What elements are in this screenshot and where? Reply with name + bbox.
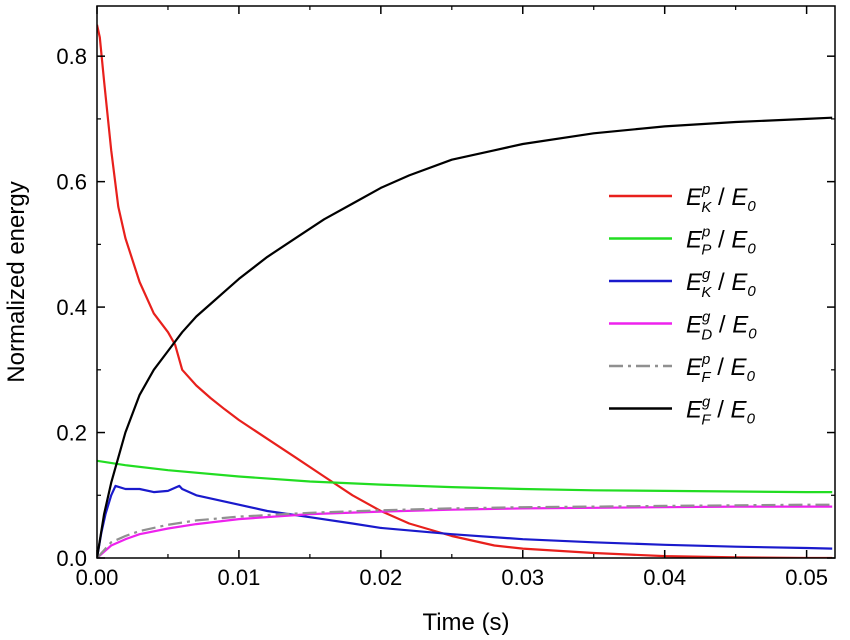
- y-tick-label: 0.8: [56, 44, 87, 69]
- x-tick-label: 0.00: [76, 565, 119, 590]
- series-line-5: [97, 503, 833, 558]
- series-line-2: [97, 459, 833, 494]
- y-tick-label: 0.4: [56, 295, 87, 320]
- series-lines: [97, 24, 833, 558]
- y-axis-title: Normalized energy: [3, 181, 30, 382]
- x-tick-label: 0.01: [218, 565, 261, 590]
- x-tick-label: 0.02: [359, 565, 402, 590]
- series-line-4: [97, 505, 833, 558]
- legend-label-6: Eg F / E0: [686, 394, 756, 429]
- legend-label-4: Eg D / E0: [686, 309, 757, 344]
- x-axis-title: Time (s): [422, 609, 509, 636]
- x-tick-label: 0.05: [785, 565, 828, 590]
- series-line-1: [97, 24, 833, 558]
- legend-label-3: Eg K / E0: [686, 266, 756, 301]
- x-tick-label: 0.03: [501, 565, 544, 590]
- x-tick-label: 0.04: [643, 565, 686, 590]
- legend-label-2: Ep P / E0: [686, 224, 756, 259]
- plot-frame: [96, 5, 836, 559]
- legend-label-5: Ep F / E0: [686, 351, 756, 386]
- legend-label-1: Ep K / E0: [686, 181, 756, 216]
- series-line-6: [97, 116, 833, 558]
- y-tick-label: 0.0: [56, 546, 87, 571]
- series-line-3: [97, 484, 833, 558]
- y-tick-label: 0.6: [56, 170, 87, 195]
- axis-ticks: 0.00 0.01 0.02 0.03 0.04 0.05 0.0 0.2 0.4 0.6 0.8: [56, 6, 835, 590]
- y-tick-label: 0.2: [56, 421, 87, 446]
- legend: Ep K / E0 Ep P / E0 Eg K / E0 Eg D / E0 Ep F / E0…: [609, 181, 757, 429]
